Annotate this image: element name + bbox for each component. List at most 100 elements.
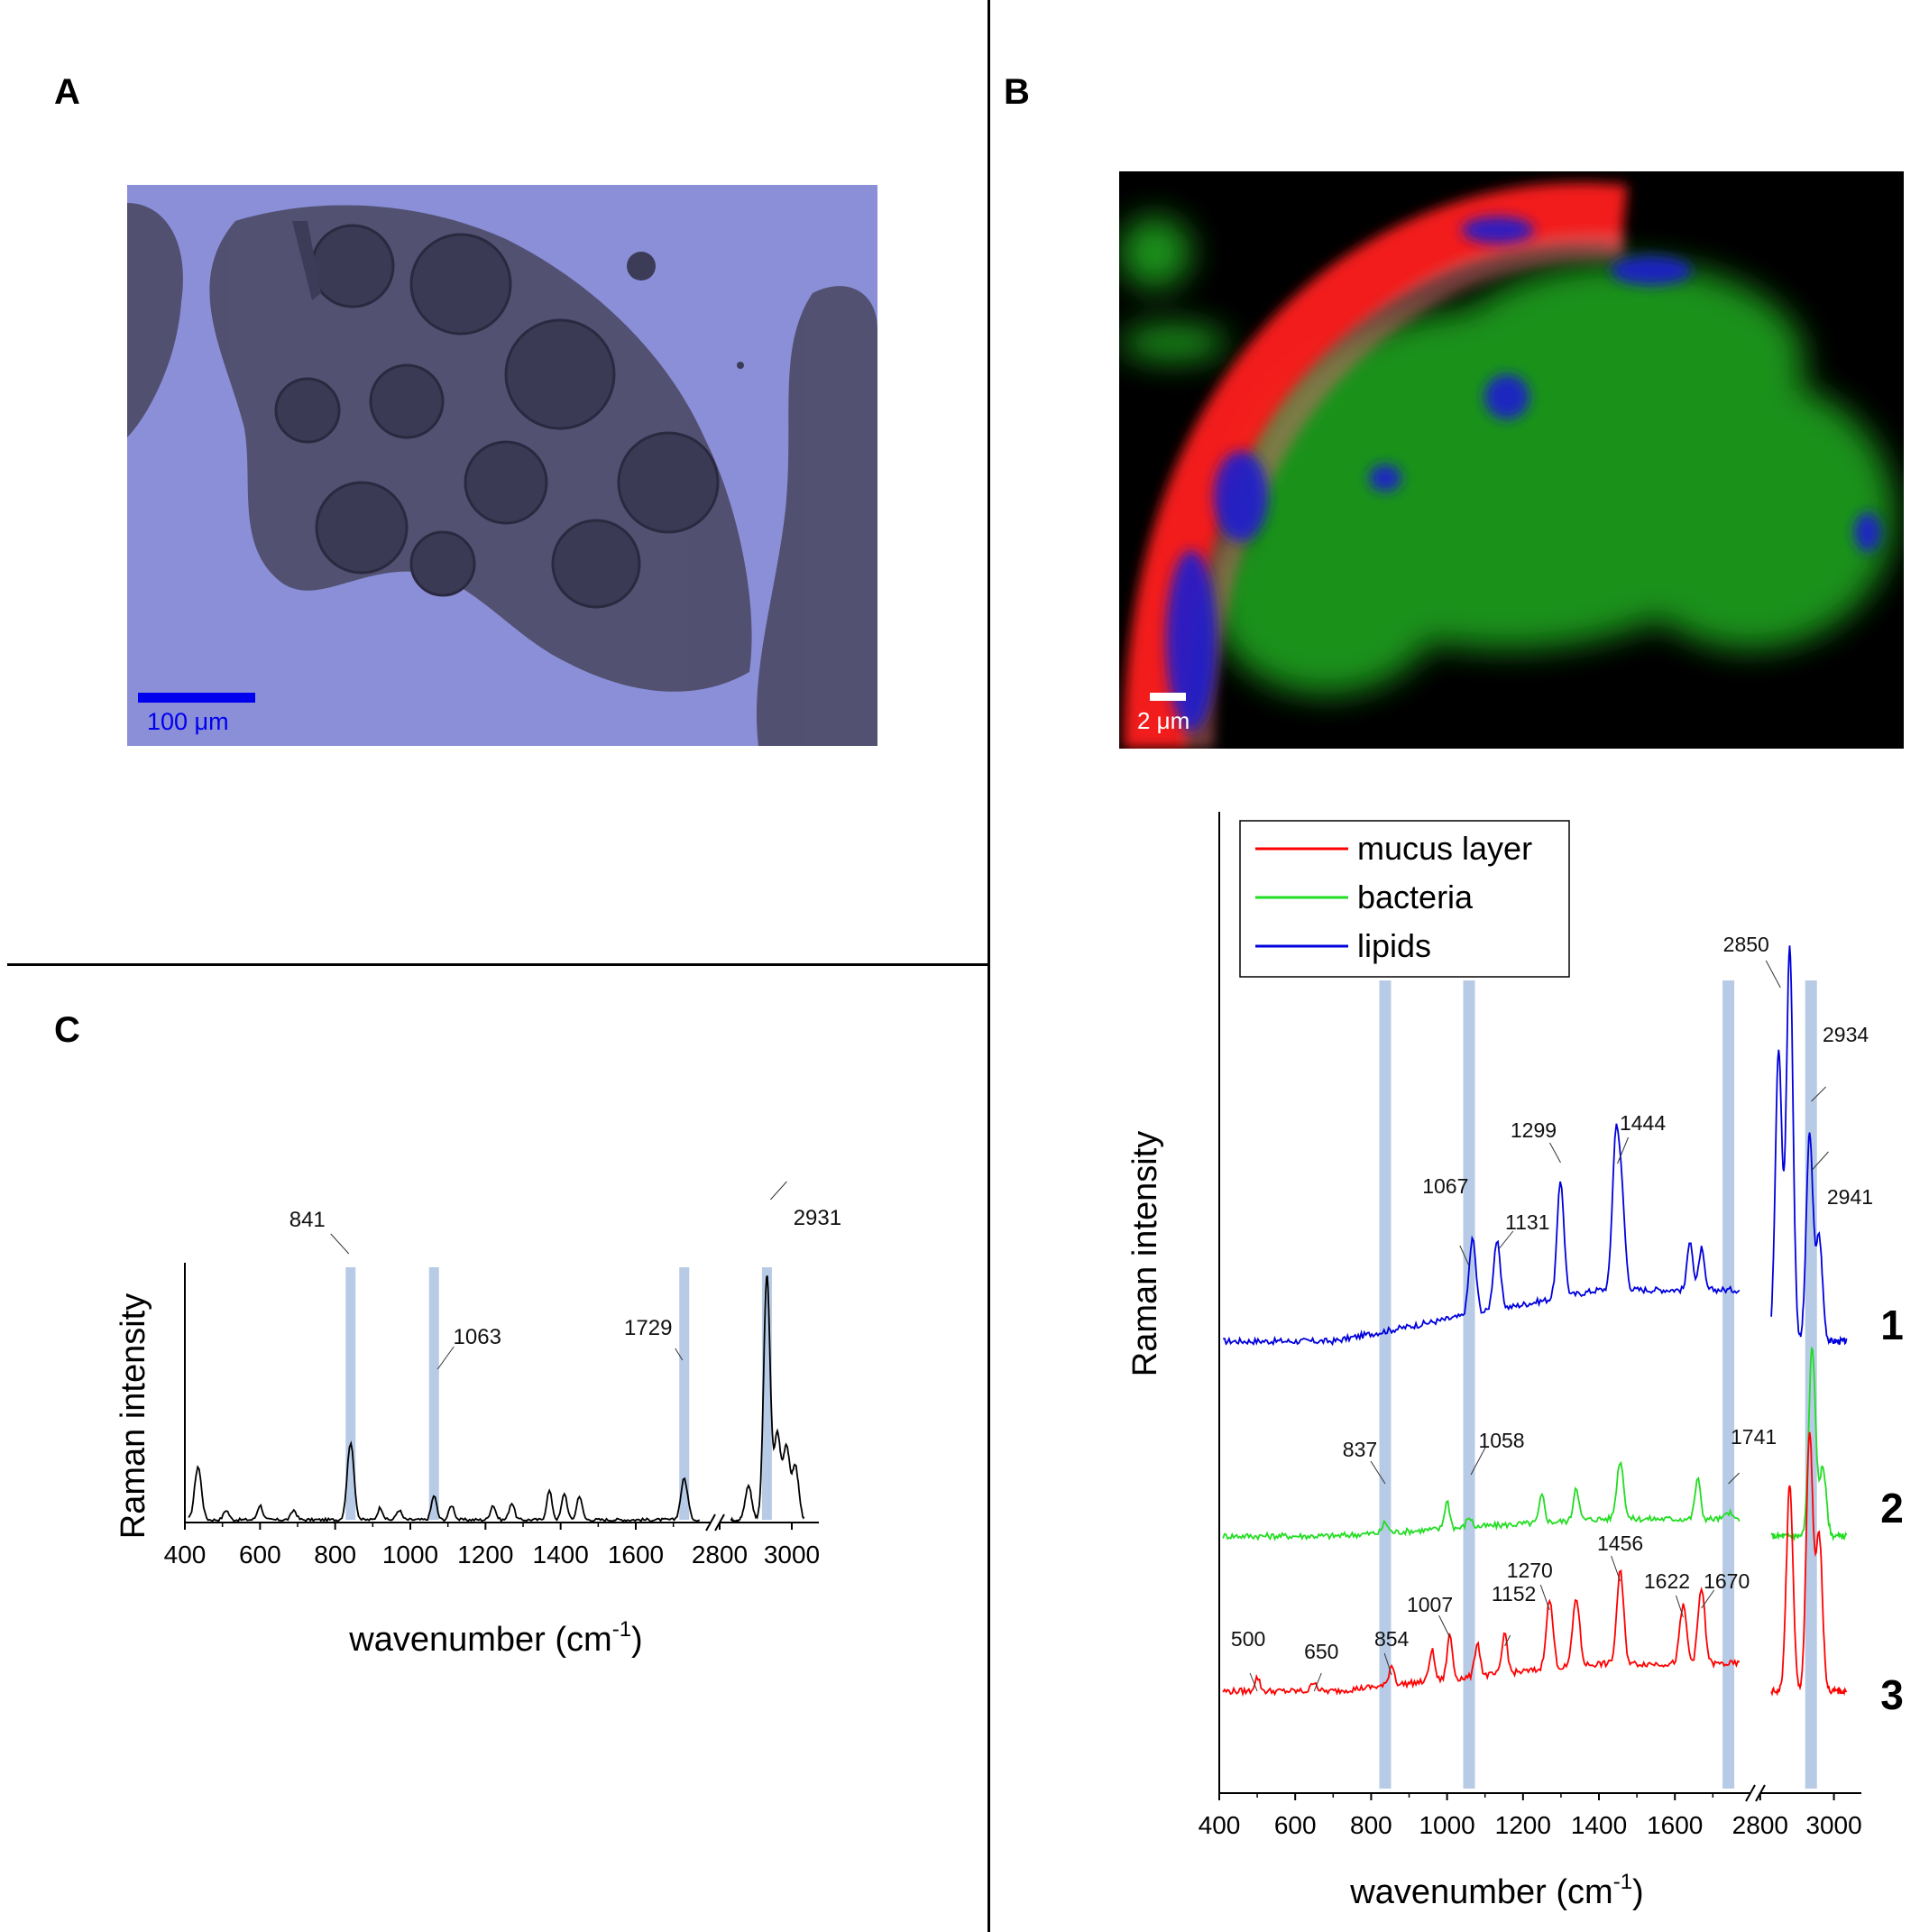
y-axis-title: Raman intensity [115, 1293, 152, 1539]
axes: 400 600 800 1000 1200 1400 1600 2800 3000 [164, 1263, 820, 1569]
annotation-leader [675, 1348, 684, 1361]
series-number-3: 3 [1880, 1671, 1904, 1718]
peak-label-841: 841 [289, 1208, 326, 1232]
peak-label-2850: 2850 [1723, 933, 1769, 956]
highlight-band [1379, 980, 1392, 1789]
x-tick-label: 400 [164, 1541, 207, 1569]
peak-label-1270: 1270 [1507, 1559, 1553, 1582]
peak-label-650: 650 [1304, 1640, 1338, 1663]
peak-label-1729: 1729 [624, 1316, 672, 1340]
peak-label-1067: 1067 [1422, 1174, 1468, 1198]
x-tick-label: 2800 [1732, 1811, 1788, 1839]
series-number-1: 1 [1880, 1302, 1904, 1348]
highlight-band [428, 1267, 439, 1520]
annotation-leader [436, 1346, 455, 1370]
axes: 400 600 800 1000 1200 1400 1600 2800 3000 [1199, 812, 1862, 1839]
scale-bar-b [1150, 693, 1186, 701]
x-tick-label: 800 [314, 1541, 356, 1569]
x-tick-label: 1400 [1571, 1811, 1627, 1839]
highlight-band [761, 1267, 772, 1520]
legend: mucus layer bacteria lipids [1239, 820, 1570, 978]
peak-label-1456: 1456 [1597, 1532, 1643, 1555]
spectrum-lines [1222, 945, 1848, 1697]
annotation-leader [1459, 1245, 1470, 1266]
raman-spectrum-chart-c: 841 1063 1729 2931 400 600 800 1000 1200 1400 160… [115, 1181, 841, 1659]
annotation-leader [1549, 1142, 1561, 1164]
x-tick-label: 600 [1274, 1811, 1317, 1839]
peak-label-1007: 1007 [1407, 1593, 1453, 1616]
annotation-leader [1470, 1447, 1486, 1476]
x-tick-label: 1600 [608, 1541, 664, 1569]
legend-label-lipids: lipids [1357, 927, 1431, 964]
raman-image: 2 μm [1119, 171, 1904, 749]
x-tick-label: 600 [239, 1541, 281, 1569]
debris [292, 221, 744, 369]
annotation-leader [1498, 1230, 1514, 1250]
annotation-leader [1812, 1151, 1829, 1171]
x-tick-label: 3000 [764, 1541, 820, 1569]
x-tick-label: 1600 [1647, 1811, 1703, 1839]
highlight-band [1805, 980, 1817, 1789]
annotation-leader [330, 1233, 350, 1255]
annotation-leader [1504, 1634, 1511, 1647]
peak-label-1299: 1299 [1511, 1118, 1557, 1142]
panel-letter-b: B [1004, 72, 1030, 112]
micrograph-image: 100 μm [127, 185, 877, 746]
x-tick-label: 1400 [533, 1541, 589, 1569]
scale-bar-a-label: 100 μm [147, 708, 229, 735]
x-tick-label: 1200 [1495, 1811, 1551, 1839]
annotation-leader [1701, 1589, 1715, 1609]
x-tick-label: 800 [1350, 1811, 1392, 1839]
highlight-band [1722, 980, 1735, 1789]
x-tick-label: 1000 [382, 1541, 438, 1569]
annotation-leader [1383, 1652, 1392, 1676]
annotation-leader [1611, 1555, 1621, 1582]
peak-label-1063: 1063 [454, 1325, 501, 1349]
peak-annotations: 841 1063 1729 2931 [289, 1181, 841, 1370]
peak-label-2941: 2941 [1827, 1185, 1873, 1209]
panel-letter-a: A [54, 72, 80, 112]
spectrum-line-sample-low [188, 1440, 701, 1523]
peak-label-1670: 1670 [1704, 1569, 1750, 1593]
horizontal-divider [7, 963, 989, 966]
highlight-band [345, 1267, 356, 1520]
peak-annotations: 2880285029342941144412991131106783710581… [1231, 933, 1873, 1692]
lipid-signal [1166, 216, 1881, 731]
peak-label-1741: 1741 [1731, 1425, 1777, 1449]
vertical-divider [987, 0, 990, 1932]
raman-spectrum-chart-b: 2880285029342941144412991131106783710581… [1126, 812, 1904, 1911]
spectrum-line-mucus-layer-high [1770, 1431, 1848, 1697]
spectrum-line-lipids-low [1223, 1123, 1741, 1347]
annotation-leader [1438, 1615, 1451, 1638]
scale-bar-b-label: 2 μm [1137, 707, 1190, 734]
x-tick-label: 400 [1199, 1811, 1241, 1839]
spectrum-line-bacteria-high [1770, 1346, 1848, 1542]
cell-clusters [274, 224, 720, 609]
annotation-leader [1617, 1136, 1630, 1164]
peak-label-2931: 2931 [794, 1206, 841, 1230]
x-tick-label: 1000 [1419, 1811, 1474, 1839]
scale-bar-a [138, 693, 255, 703]
peak-label-500: 500 [1231, 1627, 1265, 1651]
peak-label-1444: 1444 [1620, 1111, 1666, 1135]
peak-label-1058: 1058 [1478, 1429, 1524, 1452]
series-number-2: 2 [1880, 1485, 1904, 1532]
highlight-band [1463, 980, 1475, 1789]
x-axis-title: wavenumber (cm-1) [1349, 1870, 1643, 1911]
x-tick-label: 3000 [1805, 1811, 1861, 1839]
annotation-leader [1676, 1595, 1684, 1618]
highlight-bands [1379, 980, 1817, 1789]
spectrum-line-bacteria-low [1222, 1460, 1741, 1541]
annotation-leader [1539, 1584, 1550, 1611]
x-tick-label: 2800 [692, 1541, 748, 1569]
y-axis-title-b: Raman intensity [1126, 1131, 1164, 1376]
spectrum-line-sample-high [730, 1275, 805, 1523]
x-tick-label: 1200 [457, 1541, 513, 1569]
spectrum-line-mucus-layer-low [1222, 1569, 1741, 1697]
annotation-leader [1249, 1672, 1258, 1692]
bacteria-signal [1119, 216, 1895, 695]
annotation-leader [1370, 1460, 1386, 1485]
highlight-band [679, 1267, 690, 1520]
annotation-leader [1728, 1472, 1740, 1485]
